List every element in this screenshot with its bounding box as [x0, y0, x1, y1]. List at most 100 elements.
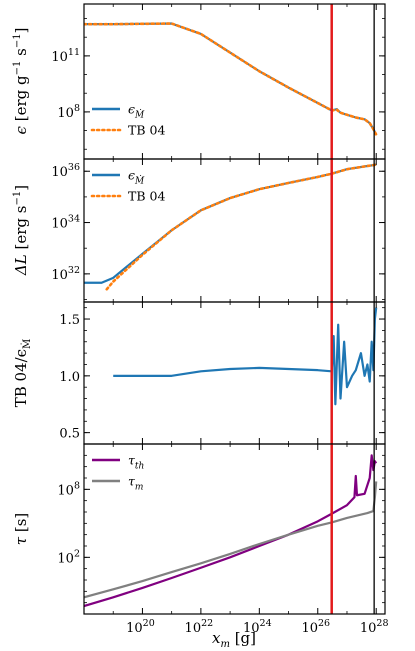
xtick-label-0: 1020	[126, 618, 155, 636]
ytick-label-tau-1-exp: 8	[74, 480, 80, 491]
ytick-label-epsilon-0: 108	[57, 103, 80, 121]
xtick-label-4-base: 10	[360, 621, 377, 636]
legend-label-main-epsilon-0: ϵ	[128, 102, 135, 117]
ylabel-ratio-var: TB 04/ϵ	[12, 349, 30, 407]
series-tau-1	[84, 481, 378, 599]
ytick-label-deltaL-2: 1036	[51, 162, 80, 180]
xlabel-var: x	[212, 629, 221, 647]
ytick-label-deltaL-1-base: 10	[51, 217, 68, 232]
ytick-label-tau-0-base: 10	[57, 551, 74, 566]
ylabel-tau: τ [s]	[12, 513, 30, 545]
ylabel-deltaL-var: ΔL	[12, 254, 30, 276]
legend-label-sub-tau-0: th	[135, 462, 144, 472]
ytick-label-epsilon-1-base: 10	[51, 50, 68, 65]
ytick-label-tau-0-exp: 2	[74, 548, 80, 559]
legend-label-main-epsilon-1: TB 04	[128, 123, 165, 138]
ytick-label-deltaL-1: 1034	[51, 214, 80, 232]
ylabel-ratio-sub: Ṁ	[21, 339, 33, 349]
legend-deltaL: ϵṀ TB 04	[90, 168, 165, 204]
vline-layer-epsilon	[330, 4, 375, 159]
xtick-label-0-exp: 20	[143, 618, 155, 629]
frame-tau	[83, 443, 386, 615]
series-epsilon-1	[84, 22, 378, 137]
ylabel-ratio: TB 04/ϵṀ	[12, 339, 33, 408]
ytick-label-epsilon-0-exp: 8	[74, 103, 80, 114]
series-layer-tau	[84, 454, 378, 608]
legend-label-main-deltaL-1: TB 04	[128, 189, 165, 204]
ylabel-epsilon: ϵ [erg g−1 s−1]	[12, 28, 30, 135]
series-layer-deltaL	[84, 163, 378, 291]
ytick-label-deltaL-1-exp: 34	[68, 214, 80, 225]
xtick-label-4: 1028	[360, 618, 389, 636]
ytick-label-ratio-0: 0.5	[59, 427, 80, 442]
xtick-label-2: 1024	[243, 618, 272, 636]
ylabel-tau-unit: [s]	[12, 513, 30, 537]
legend-label-main-tau-1: τ	[128, 474, 136, 489]
ylabel-deltaL-end: ]	[12, 185, 30, 191]
legend-label-tau-0: τth	[128, 453, 144, 472]
series-deltaL-1	[105, 163, 378, 291]
ytick-label-tau-1: 108	[57, 480, 80, 498]
ytick-label-ratio-2: 1.5	[59, 313, 80, 328]
legend-label-sub-tau-1: m	[135, 483, 144, 493]
ytick-label-epsilon-1-exp: 11	[68, 47, 80, 58]
xtick-label-3-exp: 26	[318, 618, 330, 629]
ytick-label-tau-1-base: 10	[57, 483, 74, 498]
ylabel-tau-var: τ	[12, 536, 30, 545]
legend-label-deltaL-1: TB 04	[128, 189, 165, 204]
ylabel-epsilon-unit: [erg g	[12, 75, 30, 126]
xtick-label-1-base: 10	[185, 621, 202, 636]
xtick-label-3: 1026	[301, 618, 330, 636]
ylabel-epsilon-exp1: −1	[12, 61, 23, 76]
xtick-label-4-exp: 28	[376, 618, 388, 629]
legend-label-epsilon-1: TB 04	[128, 123, 165, 138]
vline-layer-deltaL	[330, 159, 375, 302]
ytick-label-deltaL-2-exp: 36	[68, 162, 80, 173]
ytick-label-deltaL-2-base: 10	[51, 165, 68, 180]
ytick-label-epsilon-1: 1011	[51, 47, 80, 65]
legend-label-sub-epsilon-0: Ṁ	[134, 109, 145, 121]
legend-label-main-deltaL-0: ϵ	[128, 168, 135, 183]
xtick-label-1-exp: 22	[201, 618, 213, 629]
ytick-label-deltaL-0-base: 10	[51, 268, 68, 283]
ylabel-deltaL-exp1: −1	[12, 191, 23, 206]
x-ticks: 1020 1022 1024 1026 1028	[126, 618, 388, 636]
ylabel-epsilon-end: ]	[12, 28, 30, 34]
xtick-label-3-base: 10	[301, 621, 318, 636]
ytick-label-epsilon-0-base: 10	[57, 106, 74, 121]
ylabel-epsilon-mid: s	[12, 48, 30, 60]
legend-label-sub-deltaL-0: Ṁ	[134, 175, 145, 187]
ylabel-deltaL-unit: [erg s	[12, 206, 30, 255]
series-ratio-0	[113, 307, 378, 406]
series-layer-ratio	[113, 307, 378, 406]
ylabel-epsilon-var: ϵ	[12, 125, 30, 134]
ylabel-deltaL: ΔL [erg s−1]	[12, 185, 30, 276]
xlabel-unit: [g]	[230, 629, 256, 647]
ytick-label-tau-0: 102	[57, 548, 80, 566]
xlabel: xm [g]	[212, 629, 256, 650]
series-tau-0	[84, 454, 378, 608]
panel-ratio: 0.5 1.0 1.5 TB 04/ϵṀ	[12, 301, 386, 445]
xtick-label-0-base: 10	[126, 621, 143, 636]
ytick-label-deltaL-0-exp: 32	[68, 265, 80, 276]
series-layer-epsilon	[84, 22, 378, 137]
ylabel-epsilon-exp2: −1	[12, 33, 23, 48]
ytick-label-ratio-1: 1.0	[59, 370, 80, 385]
legend-label-deltaL-0: ϵṀ	[128, 168, 145, 187]
xlabel-sub: m	[220, 639, 229, 650]
xtick-label-1: 1022	[185, 618, 214, 636]
xtick-label-2-exp: 24	[260, 618, 272, 629]
legend-label-epsilon-0: ϵṀ	[128, 102, 145, 121]
ytick-label-deltaL-0: 1032	[51, 265, 80, 283]
legend-label-tau-1: τm	[128, 474, 143, 493]
legend-epsilon: ϵṀ TB 04	[90, 102, 165, 138]
xtick-label-2-base: 10	[243, 621, 260, 636]
vline-layer-tau	[330, 444, 375, 614]
